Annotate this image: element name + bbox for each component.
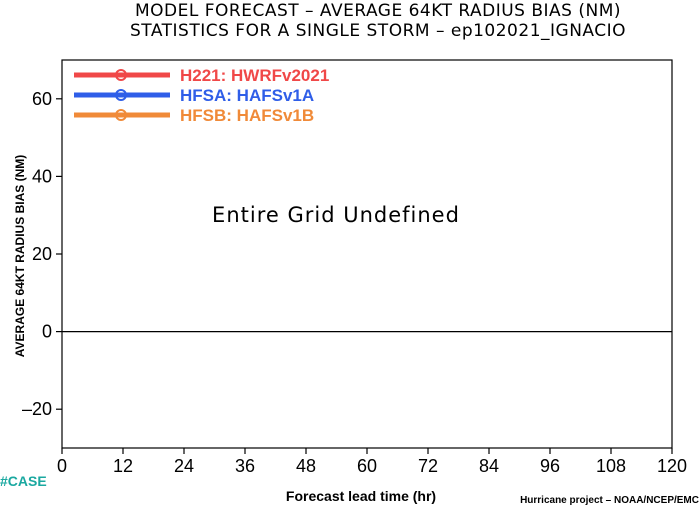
x-tick-label: 108 xyxy=(596,456,626,476)
plot-area: 0 12 24 36 48 60 72 84 96 108 120 –20 0 20 40 60 H221: H… xyxy=(22,59,687,476)
y-tick-label: 40 xyxy=(32,166,52,186)
y-tick-label: 0 xyxy=(42,322,52,342)
x-tick-label: 72 xyxy=(418,456,438,476)
chart-subtitle: STATISTICS FOR A SINGLE STORM – ep102021… xyxy=(130,21,626,41)
x-tick-label: 84 xyxy=(479,456,499,476)
x-tick-label: 12 xyxy=(113,456,133,476)
legend-marker xyxy=(115,89,127,101)
x-tick-label: 60 xyxy=(357,456,377,476)
chart-title: MODEL FORECAST – AVERAGE 64KT RADIUS BIA… xyxy=(135,1,621,21)
legend-label: HFSA: HAFSv1A xyxy=(180,86,314,105)
y-axis-label: AVERAGE 64KT RADIUS BIAS (NM) xyxy=(13,155,27,357)
x-axis-label: Forecast lead time (hr) xyxy=(286,488,436,504)
legend-marker xyxy=(115,109,127,121)
x-tick-label: 24 xyxy=(174,456,194,476)
y-tick-label: 60 xyxy=(32,89,52,109)
x-tick-label: 96 xyxy=(540,456,560,476)
case-tag: #CASE xyxy=(0,473,47,489)
y-tick-label: –20 xyxy=(22,399,52,419)
credit-text: Hurricane project – NOAA/NCEP/EMC xyxy=(520,495,699,506)
x-tick-label: 120 xyxy=(657,456,687,476)
y-tick-label: 20 xyxy=(32,244,52,264)
legend-marker xyxy=(115,69,127,81)
legend-label: H221: HWRFv2021 xyxy=(180,66,329,85)
x-tick-label: 48 xyxy=(296,456,316,476)
x-tick-label: 36 xyxy=(235,456,255,476)
plot-frame xyxy=(61,59,673,449)
legend-label: HFSB: HAFSv1B xyxy=(180,106,314,125)
x-tick-label: 0 xyxy=(57,456,67,476)
chart-annotation: Entire Grid Undefined xyxy=(212,203,460,227)
